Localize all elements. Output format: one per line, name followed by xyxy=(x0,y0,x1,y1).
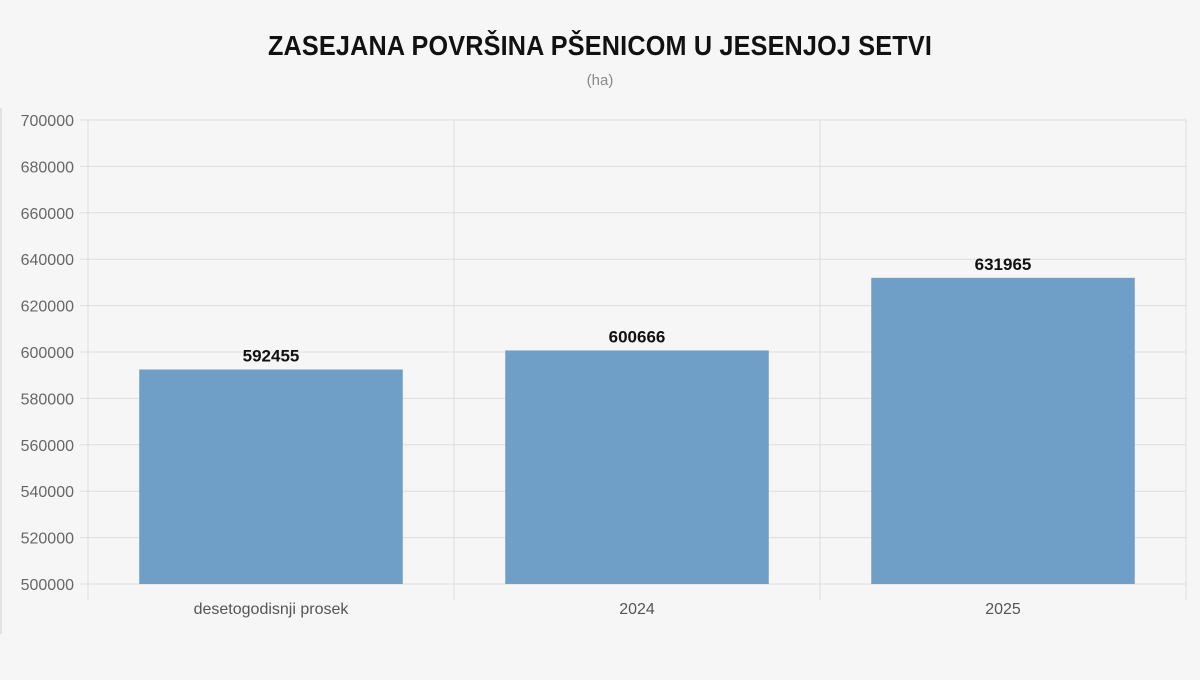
y-tick-label: 520000 xyxy=(21,531,74,548)
y-tick-label: 640000 xyxy=(21,252,74,269)
x-axis-tick-labels: desetogodisnji prosek 2024 2025 xyxy=(194,601,1021,618)
y-tick-label: 560000 xyxy=(21,438,74,455)
chart-subtitle: (ha) xyxy=(586,72,614,89)
y-tick-label: 660000 xyxy=(21,206,74,223)
y-axis-tick-labels: 500000 520000 540000 560000 580000 600000 6200… xyxy=(21,113,74,594)
y-tick-label: 540000 xyxy=(21,484,74,501)
bar xyxy=(139,369,403,584)
bar-value-label: 631965 xyxy=(975,255,1032,274)
x-tick-label: 2024 xyxy=(619,601,655,618)
y-tick-label: 700000 xyxy=(21,113,74,130)
y-tick-label: 620000 xyxy=(21,299,74,316)
y-tick-label: 600000 xyxy=(21,345,74,362)
bar-value-label: 592455 xyxy=(243,347,300,366)
bar xyxy=(505,350,769,584)
y-tick-label: 580000 xyxy=(21,391,74,408)
y-tick-label: 680000 xyxy=(21,159,74,176)
chart-title: ZASEJANA POVRŠINA PŠENICOM U JESENJOJ SE… xyxy=(267,30,933,61)
bar-value-label: 600666 xyxy=(609,327,666,346)
x-tick-label: 2025 xyxy=(985,601,1021,618)
bar xyxy=(871,277,1135,584)
data-labels: 592455 600666 631965 xyxy=(243,255,1032,366)
y-tick-label: 500000 xyxy=(21,577,74,594)
bars xyxy=(139,277,1135,584)
x-tick-label: desetogodisnji prosek xyxy=(194,601,350,618)
